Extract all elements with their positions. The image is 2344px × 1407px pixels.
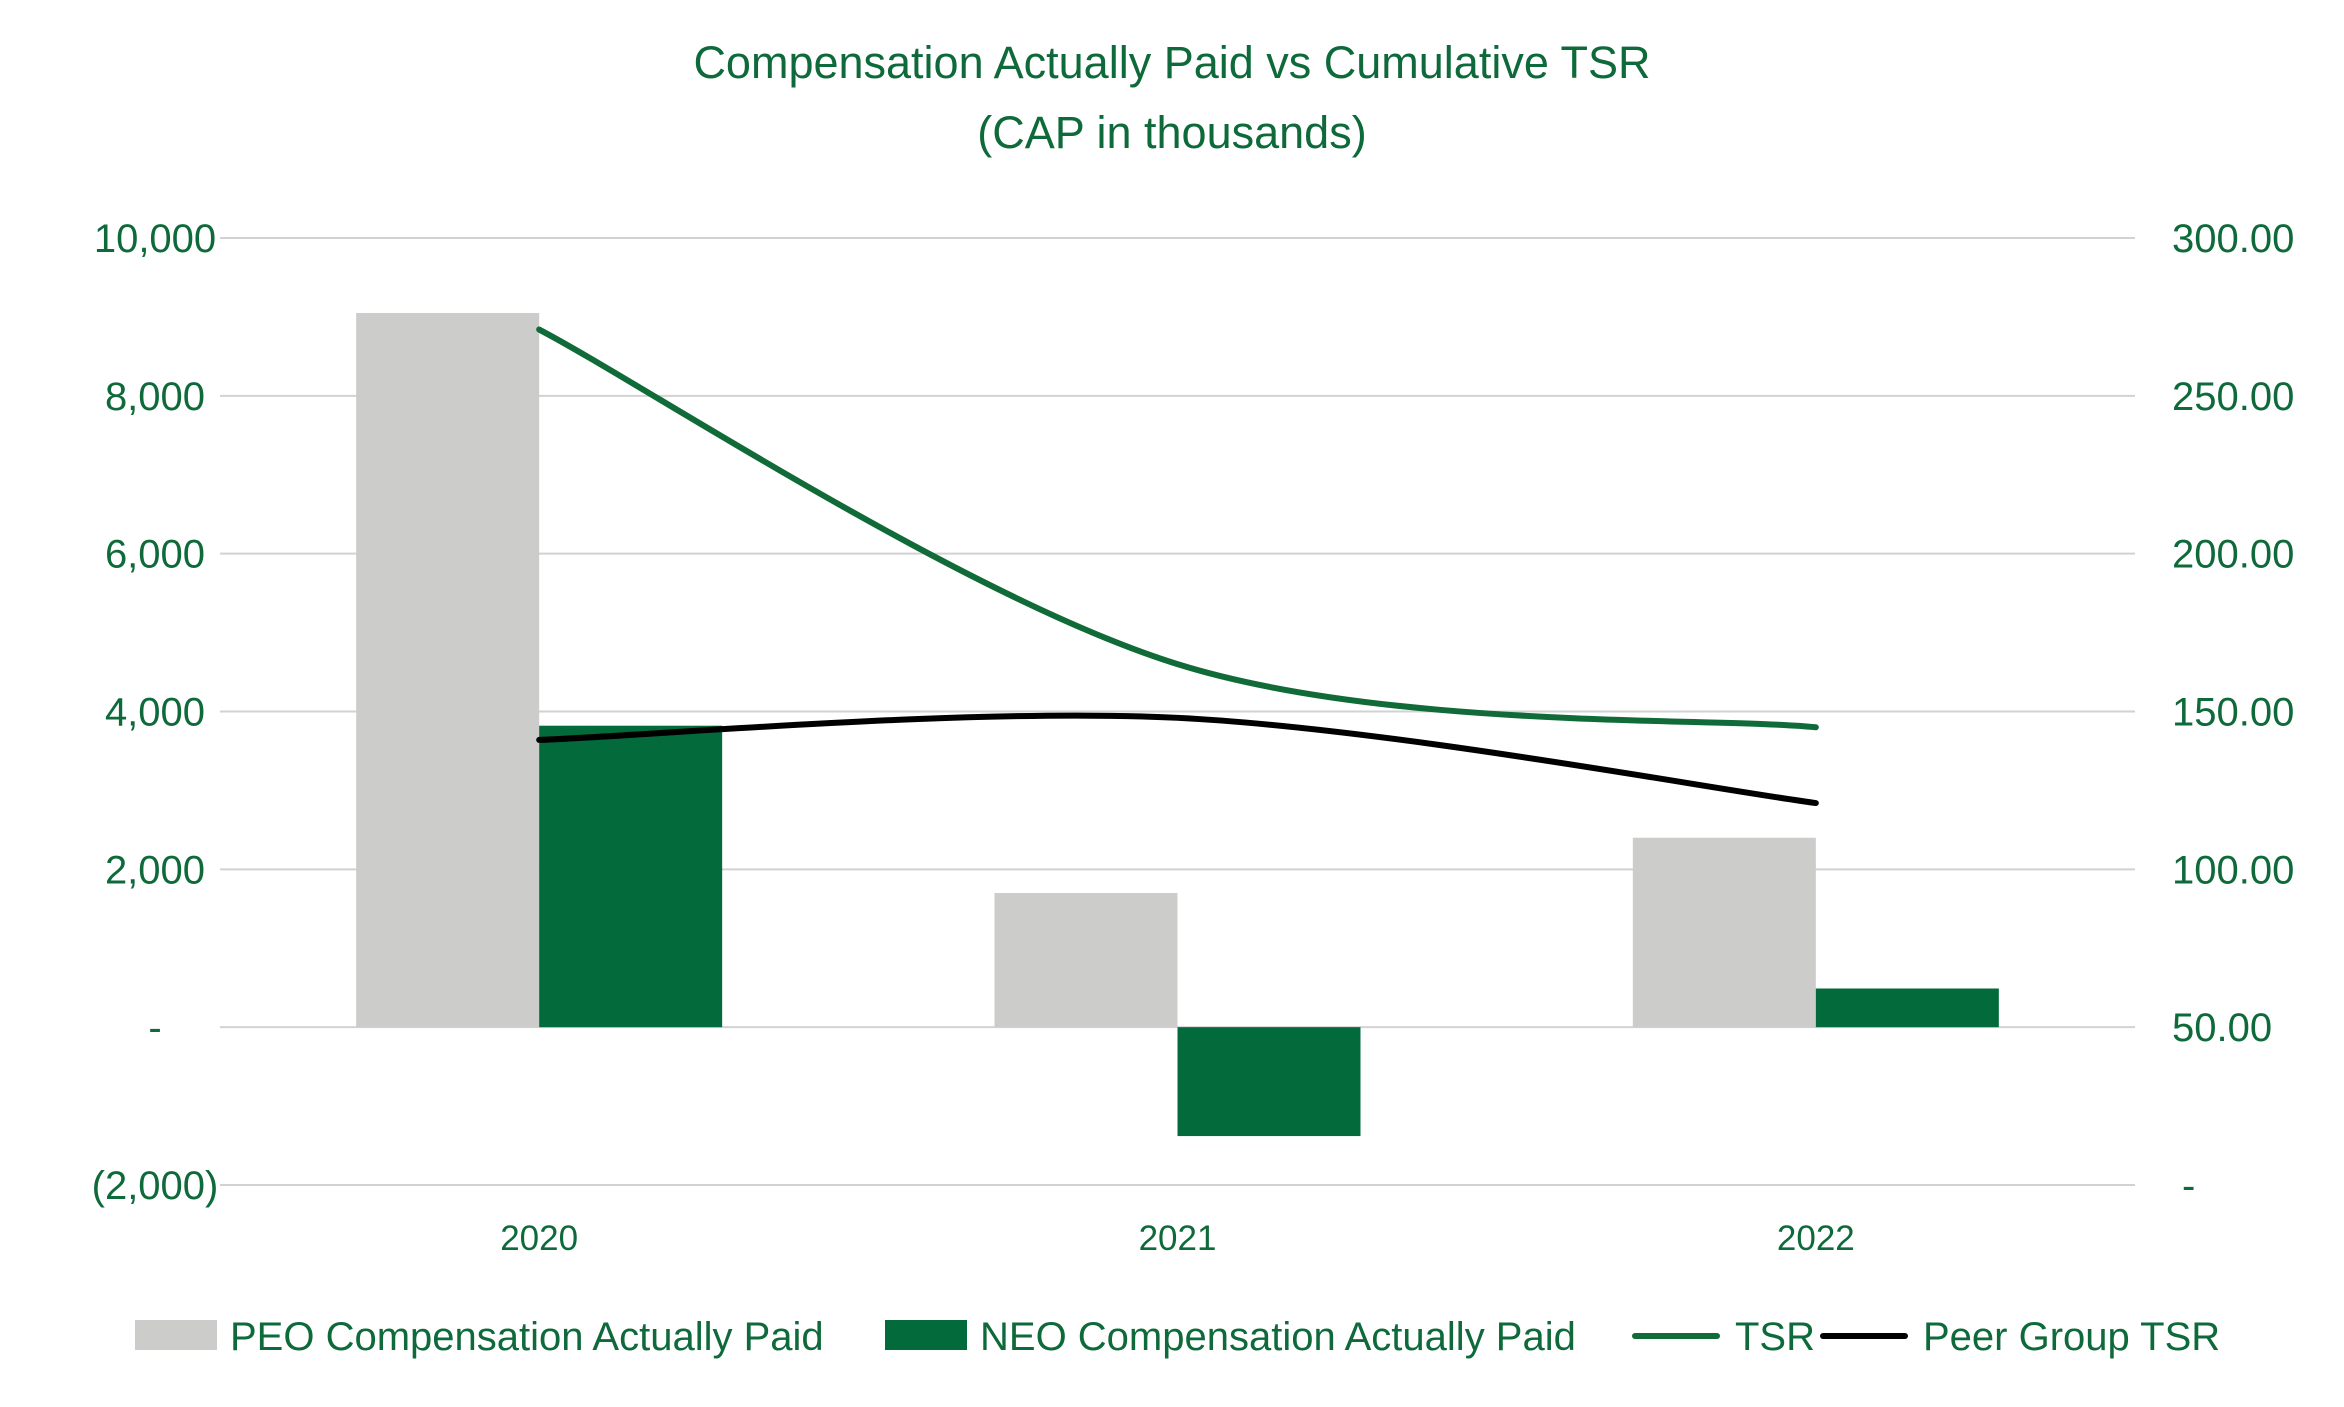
bar-neo-compensation-actually-paid <box>1177 1027 1361 1137</box>
bar-neo-compensation-actually-paid <box>1815 988 1999 1028</box>
legend: PEO Compensation Actually Paid NEO Compen… <box>135 1315 2220 1359</box>
legend-label-neo-compensation-actually-paid: NEO Compensation Actually Paid <box>980 1315 1576 1359</box>
legend-swatch-peo-compensation-actually-paid <box>135 1320 217 1350</box>
line-peer-group-tsr <box>536 712 1819 807</box>
right-axis-tick-label: 100.00 <box>2172 848 2294 892</box>
chart-subtitle: (CAP in thousands) <box>977 107 1366 158</box>
bars <box>356 312 1999 1137</box>
right-axis-tick-label: 50.00 <box>2172 1006 2272 1050</box>
legend-label-tsr: TSR <box>1735 1315 1815 1359</box>
x-axis-tick-label: 2022 <box>1777 1219 1855 1258</box>
left-axis-tick-label: 8,000 <box>105 375 205 419</box>
bar-peo-compensation-actually-paid <box>1632 837 1816 1028</box>
lines <box>536 326 1819 807</box>
bar-peo-compensation-actually-paid <box>356 312 540 1028</box>
line-tsr <box>536 326 1819 731</box>
x-axis-tick-label: 2021 <box>1139 1219 1217 1258</box>
right-axis-tick-label: 150.00 <box>2172 691 2294 735</box>
right-axis-tick-label: - <box>2182 1164 2195 1208</box>
axis-labels: (2,000) - 2,000 4,000 6,000 8,000 10,000 - 50.00… <box>92 217 2295 1258</box>
legend-label-peo-compensation-actually-paid: PEO Compensation Actually Paid <box>230 1315 824 1359</box>
legend-label-peer-group-tsr: Peer Group TSR <box>1923 1315 2220 1359</box>
left-axis-tick-label: 6,000 <box>105 533 205 577</box>
left-axis-tick-label: 2,000 <box>105 848 205 892</box>
right-axis-tick-label: 300.00 <box>2172 217 2294 261</box>
right-axis-tick-label: 200.00 <box>2172 533 2294 577</box>
left-axis-tick-label: 10,000 <box>94 217 216 261</box>
bar-neo-compensation-actually-paid <box>539 725 723 1028</box>
x-axis-tick-label: 2020 <box>500 1219 578 1258</box>
right-axis-tick-label: 250.00 <box>2172 375 2294 419</box>
left-axis-tick-label: (2,000) <box>92 1164 219 1208</box>
left-axis-tick-label: 4,000 <box>105 691 205 735</box>
bar-peo-compensation-actually-paid <box>994 893 1178 1028</box>
left-axis-tick-label: - <box>148 1006 161 1050</box>
legend-swatch-neo-compensation-actually-paid <box>885 1320 967 1350</box>
chart-title: Compensation Actually Paid vs Cumulative… <box>693 37 1650 88</box>
